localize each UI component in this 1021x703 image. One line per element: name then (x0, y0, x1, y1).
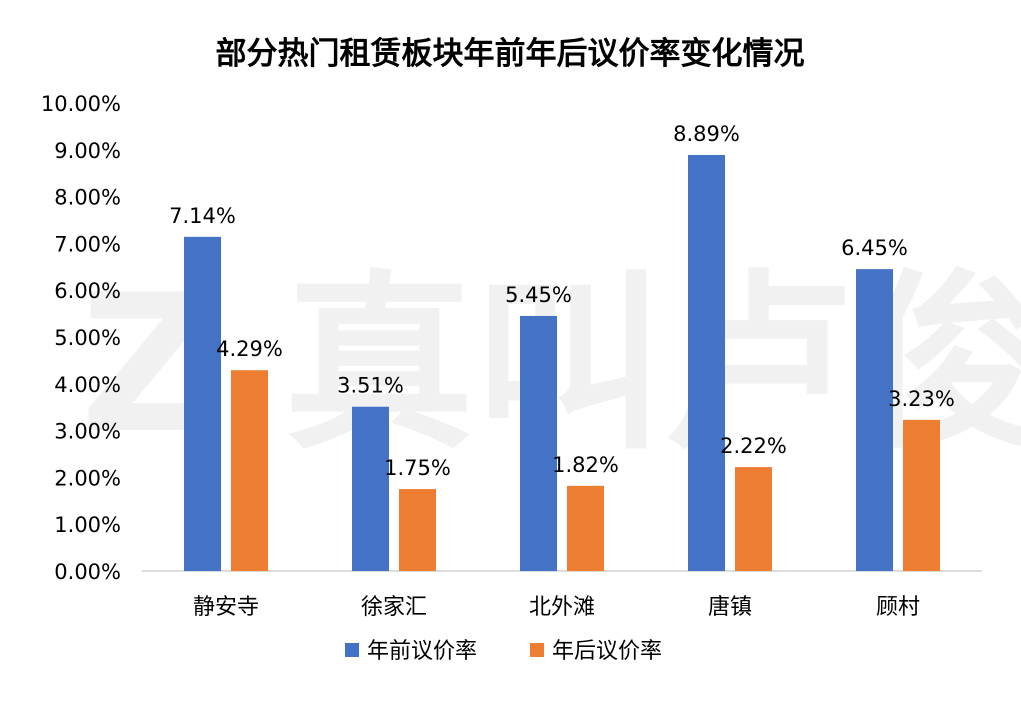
x-axis: 静安寺 徐家汇 北外滩 唐镇 顾村 (193, 595, 920, 620)
bar-after (735, 467, 772, 571)
data-label: 4.29% (216, 337, 283, 361)
y-tick-label: 4.00% (54, 373, 121, 397)
bar-before (688, 154, 725, 571)
y-tick-label: 5.00% (54, 326, 121, 350)
bar-after (231, 370, 268, 571)
x-tick-label: 徐家汇 (361, 595, 427, 620)
y-tick-label: 9.00% (54, 139, 121, 163)
bar-before (520, 315, 557, 571)
y-tick-label: 8.00% (54, 186, 121, 210)
data-label: 3.23% (888, 387, 955, 411)
y-tick-label: 10.00% (41, 92, 121, 116)
x-tick-label: 唐镇 (708, 595, 752, 620)
data-label: 7.14% (169, 204, 236, 228)
bar-after (903, 419, 940, 571)
chart-title: 部分热门租赁板块年前年后议价率变化情况 (216, 36, 805, 72)
y-tick-label: 6.00% (54, 279, 121, 303)
legend-label: 年前议价率 (367, 639, 477, 664)
y-tick-label: 2.00% (54, 466, 121, 490)
y-tick-label: 1.00% (54, 513, 121, 537)
bar-after (399, 489, 436, 571)
bar-before (184, 236, 221, 571)
legend-label: 年后议价率 (552, 639, 662, 664)
legend: 年前议价率 年后议价率 (345, 639, 662, 664)
data-label: 1.82% (552, 453, 619, 477)
data-label: 8.89% (673, 122, 740, 146)
legend-swatch (530, 643, 544, 657)
bar-before (856, 269, 893, 571)
y-tick-label: 0.00% (54, 560, 121, 584)
y-tick-label: 3.00% (54, 420, 121, 444)
bar-after (567, 485, 604, 571)
x-tick-label: 北外滩 (529, 595, 595, 620)
y-axis: 0.00% 1.00% 2.00% 3.00% 4.00% 5.00% 6.00% 7.00%… (41, 92, 121, 584)
data-label: 1.75% (384, 456, 451, 480)
bar-before (352, 406, 389, 571)
bars-group: 7.14% 4.29% 3.51% 1.75% 5.45% 1.82% 8.89% 2.22%… (169, 122, 955, 571)
legend-swatch (345, 643, 359, 657)
y-tick-label: 7.00% (54, 232, 121, 256)
data-label: 2.22% (720, 434, 787, 458)
data-label: 6.45% (841, 236, 908, 260)
x-tick-label: 顾村 (876, 595, 920, 620)
x-tick-label: 静安寺 (193, 595, 259, 620)
data-label: 3.51% (337, 374, 404, 398)
data-label: 5.45% (505, 283, 572, 307)
